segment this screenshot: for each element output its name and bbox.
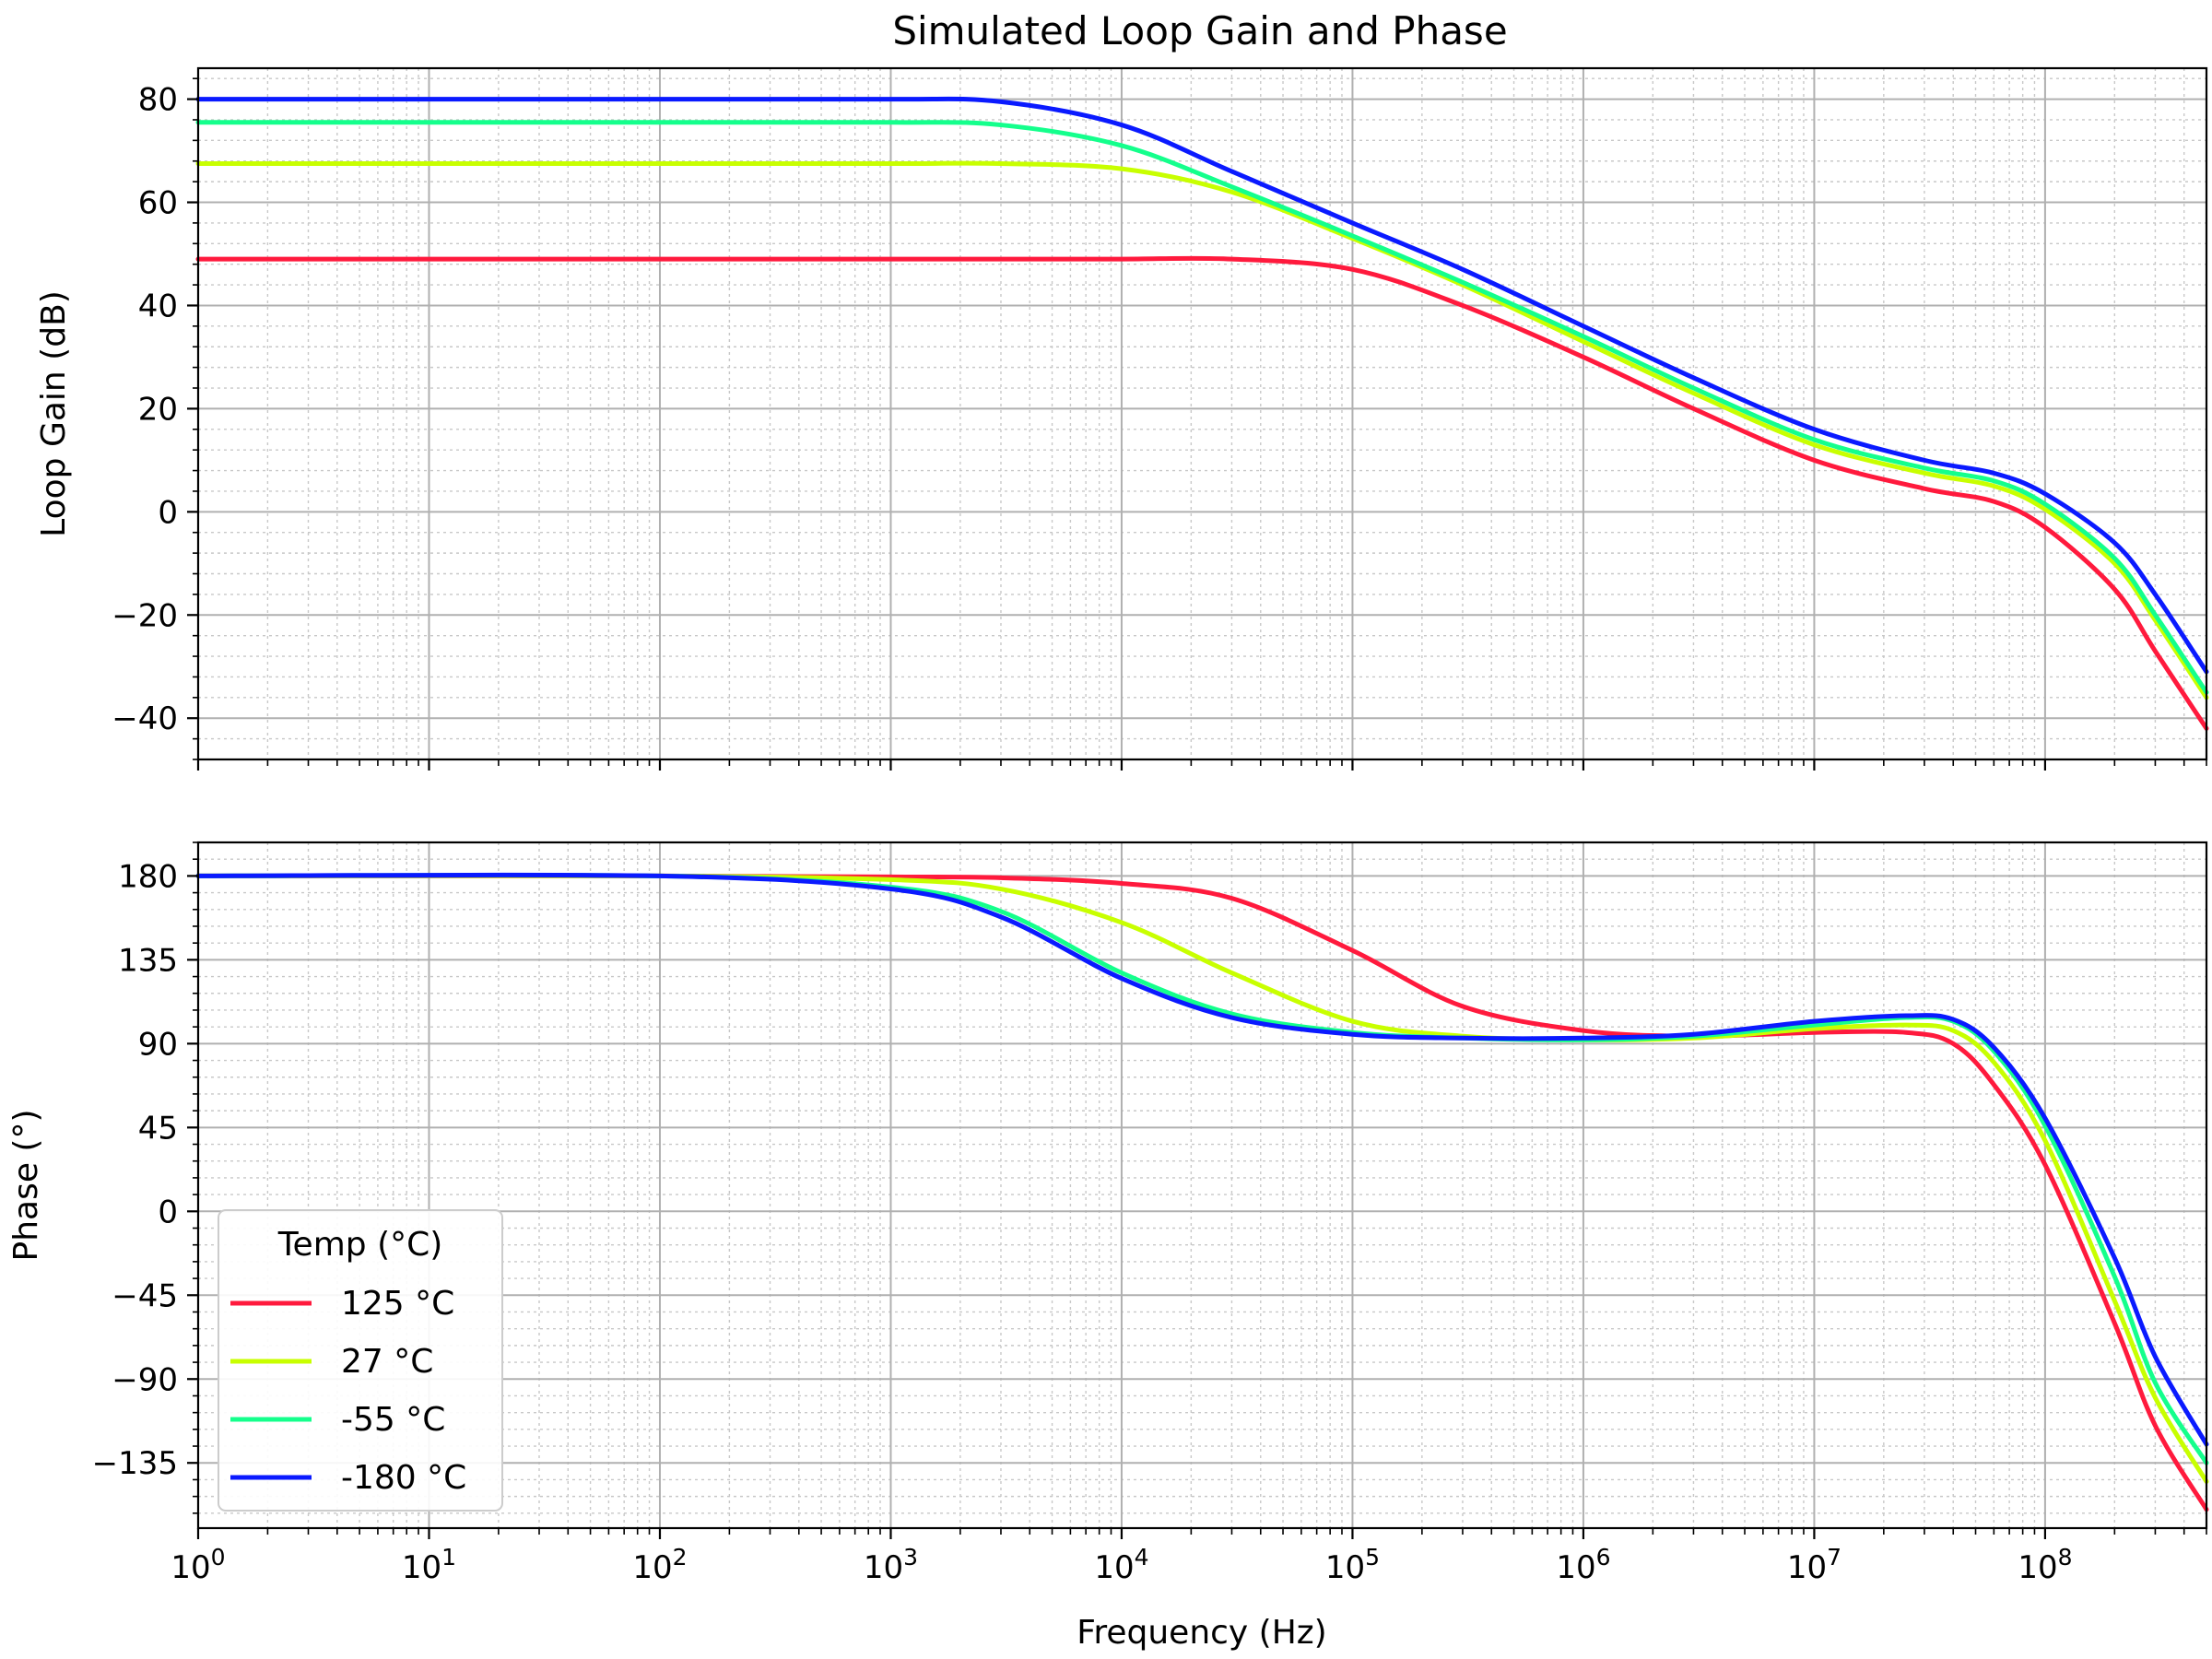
gain-x-ticks xyxy=(196,759,2207,771)
chart-title: Simulated Loop Gain and Phase xyxy=(892,8,1507,53)
gain-series-line-2 xyxy=(195,120,2209,695)
phase-panel: −135 −90 −45 0 45 90 135 180 100 101 102 103 104 105… xyxy=(7,841,2209,1652)
x-tick-labels: 100 101 102 103 104 105 106 107 108 xyxy=(171,1544,2072,1586)
phase-series-lines xyxy=(195,872,2209,1512)
x-tick-label: 103 xyxy=(864,1544,918,1586)
x-tick-label: 104 xyxy=(1094,1544,1148,1586)
gain-y-tick-label: −40 xyxy=(112,700,178,737)
phase-y-tick-label: 180 xyxy=(118,858,178,895)
x-axis-label: Frequency (Hz) xyxy=(1077,1614,1326,1652)
phase-y-ticks: −135 −90 −45 0 45 90 135 180 xyxy=(92,841,198,1514)
legend-label-2: -55 °C xyxy=(341,1401,445,1439)
legend-title: Temp (°C) xyxy=(277,1226,443,1264)
legend-label-3: -180 °C xyxy=(341,1459,466,1497)
x-tick-label: 102 xyxy=(632,1544,687,1586)
gain-series-lines xyxy=(195,96,2209,731)
gain-y-tick-label: −20 xyxy=(112,597,178,634)
phase-y-tick-label: 45 xyxy=(138,1110,178,1147)
x-tick-label: 101 xyxy=(402,1544,456,1586)
phase-y-tick-label: 0 xyxy=(158,1194,178,1230)
legend: Temp (°C) 125 °C 27 °C -55 °C -180 °C xyxy=(218,1209,503,1512)
gain-y-tick-label: 40 xyxy=(138,288,178,324)
gain-series-line-1 xyxy=(195,160,2209,700)
legend-label-0: 125 °C xyxy=(341,1285,454,1323)
gain-y-tick-label: 0 xyxy=(158,494,178,531)
gain-y-tick-label: 80 xyxy=(138,82,178,119)
gain-grid xyxy=(197,68,2207,760)
gain-y-tick-label: 60 xyxy=(138,185,178,222)
gain-plot-frame xyxy=(196,66,2208,761)
x-tick-label: 100 xyxy=(171,1544,225,1586)
gain-series-line-3 xyxy=(195,96,2209,675)
phase-y-tick-label: 135 xyxy=(118,942,178,979)
gain-series-line-0 xyxy=(195,255,2209,731)
gain-y-axis-label: Loop Gain (dB) xyxy=(35,290,73,537)
x-tick-label: 108 xyxy=(2018,1544,2072,1586)
x-tick-label: 107 xyxy=(1787,1544,1841,1586)
x-tick-label: 106 xyxy=(1556,1544,1610,1586)
gain-y-tick-label: 20 xyxy=(138,391,178,428)
legend-label-1: 27 °C xyxy=(341,1343,433,1381)
phase-x-ticks xyxy=(196,1528,2207,1539)
phase-series-line-3 xyxy=(195,872,2209,1447)
legend-box xyxy=(218,1209,503,1512)
phase-y-axis-label: Phase (°) xyxy=(7,1109,45,1261)
phase-y-tick-label: −90 xyxy=(112,1361,178,1398)
phase-plot-frame xyxy=(196,841,2208,1530)
x-tick-label: 105 xyxy=(1325,1544,1380,1586)
phase-y-tick-label: −45 xyxy=(112,1277,178,1314)
gain-y-ticks: −40 −20 0 20 40 60 80 xyxy=(112,77,198,760)
phase-y-tick-label: 90 xyxy=(138,1026,178,1063)
phase-y-tick-label: −135 xyxy=(92,1445,178,1482)
gain-panel: −40 −20 0 20 40 60 80 Loop Gain (dB) xyxy=(35,66,2209,771)
legend-entries: 125 °C 27 °C -55 °C -180 °C xyxy=(230,1285,466,1497)
